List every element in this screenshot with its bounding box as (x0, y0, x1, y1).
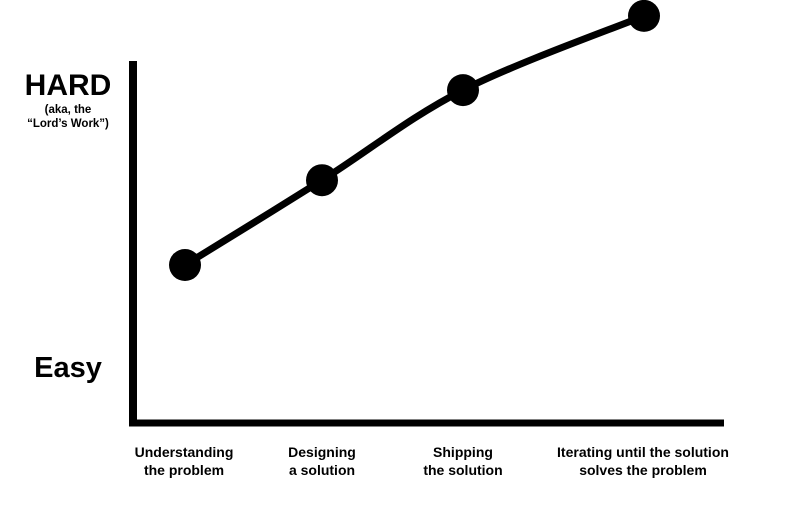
data-point-iterating (628, 0, 660, 32)
x-tick-label-iterating: Iterating until the solution solves the … (557, 444, 729, 478)
series-layer (169, 0, 660, 281)
y-axis-high-note: (aka, the “Lord’s Work”) (27, 104, 109, 130)
series-line (181, 12, 648, 269)
x-tick-label-understanding: Understanding the problem (134, 444, 234, 478)
x-tick-label-shipping: Shipping the solution (423, 444, 503, 478)
data-point-designing (306, 164, 338, 197)
data-point-shipping (447, 74, 479, 107)
y-axis-low-label: Easy (34, 352, 102, 384)
x-tick-label-designing: Designing a solution (288, 444, 356, 478)
data-point-understanding (169, 249, 201, 281)
y-axis-high-label: HARD (24, 69, 112, 102)
